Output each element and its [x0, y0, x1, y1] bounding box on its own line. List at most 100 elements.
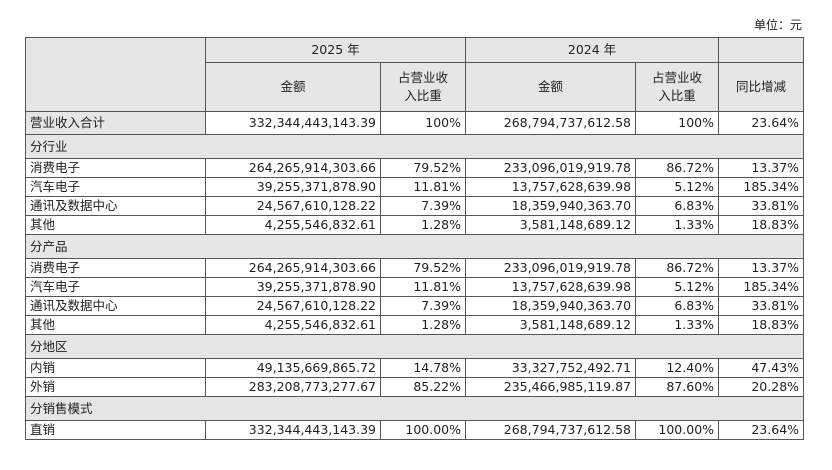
row-label: 消费电子: [25, 158, 206, 178]
cell: 86.72%: [635, 158, 720, 178]
cell: 100.00%: [635, 420, 720, 440]
cell: 100.00%: [379, 420, 467, 440]
table-body: 2025 年 2024 年金额 占营业收入比重 金额 占营业收入比重 同比增减 营业收入合计…: [24, 37, 805, 440]
year-header: 2024 年: [465, 37, 720, 63]
cell: 12.40%: [635, 358, 720, 378]
row-label: 外销: [25, 377, 206, 397]
column-header: 金额: [465, 62, 637, 112]
row-label: 其他: [25, 315, 206, 335]
cell: 23.64%: [718, 420, 805, 440]
data-row: 通讯及数据中心 24,567,610,128.22 7.39% 18,359,940,…: [25, 196, 805, 216]
cell: 18.83%: [718, 215, 805, 235]
cell: 6.83%: [635, 296, 720, 316]
column-header: 金额: [205, 62, 381, 112]
year-header: 2025 年: [204, 37, 467, 63]
cell: 23.64%: [718, 111, 805, 135]
section-title: 分地区: [24, 334, 805, 359]
cell: 13,757,628,639.98: [465, 277, 637, 297]
cell: 18,359,940,363.70: [465, 296, 637, 316]
cell: 39,255,371,878.90: [205, 177, 381, 197]
column-header-text: 占营业收入比重: [652, 70, 703, 103]
cell: 13.37%: [718, 158, 805, 178]
data-row: 消费电子 264,265,914,303.66 79.52% 233,096,019,…: [25, 258, 805, 278]
header-cell: [25, 37, 206, 112]
cell: 264,265,914,303.66: [205, 258, 381, 278]
cell: 13.37%: [718, 258, 805, 278]
data-row: 内销 49,135,669,865.72 14.78% 33,327,752,492.…: [25, 358, 805, 378]
cell: 13,757,628,639.98: [465, 177, 637, 197]
cell: 18,359,940,363.70: [465, 196, 637, 216]
cell: 24,567,610,128.22: [205, 196, 381, 216]
cell: 7.39%: [379, 196, 467, 216]
cell: 233,096,019,919.78: [465, 158, 637, 178]
data-row: 其他 4,255,546,832.61 1.28% 3,581,148,689.12 1…: [25, 315, 805, 335]
section-title: 分产品: [24, 234, 805, 259]
cell: 14.78%: [379, 358, 467, 378]
cell: 3,581,148,689.12: [465, 315, 637, 335]
cell: 79.52%: [379, 158, 467, 178]
cell: 33,327,752,492.71: [465, 358, 637, 378]
data-row: 通讯及数据中心 24,567,610,128.22 7.39% 18,359,940,…: [25, 296, 805, 316]
unit-label: 单位：元: [753, 18, 802, 32]
row-label: 通讯及数据中心: [25, 196, 206, 216]
data-row: 消费电子 264,265,914,303.66 79.52% 233,096,019,…: [25, 158, 805, 178]
column-header: 占营业收入比重: [379, 62, 467, 112]
cell: 86.72%: [635, 258, 720, 278]
section-row: 分地区: [24, 334, 805, 359]
cell: 4,255,546,832.61: [205, 215, 381, 235]
cell: 264,265,914,303.66: [205, 158, 381, 178]
cell: 6.83%: [635, 196, 720, 216]
cell: 100%: [379, 111, 467, 135]
cell: 332,344,443,143.39: [205, 420, 381, 440]
section-row: 分销售模式: [24, 396, 805, 421]
cell: 33.81%: [718, 196, 805, 216]
column-header-text: 同比增减: [736, 79, 787, 94]
revenue-table: 2025 年 2024 年金额 占营业收入比重 金额 占营业收入比重 同比增减 营业收入合计…: [24, 37, 805, 440]
row-label: 其他: [25, 215, 206, 235]
column-header: 占营业收入比重: [635, 62, 720, 112]
column-header: 同比增减: [718, 62, 805, 112]
cell: 11.81%: [379, 177, 467, 197]
data-row: 外销 283,208,773,277.67 85.22% 235,466,985,11…: [25, 377, 805, 397]
cell: 20.28%: [718, 377, 805, 397]
section-title: 分行业: [24, 134, 805, 159]
cell: 87.60%: [635, 377, 720, 397]
cell: 5.12%: [635, 177, 720, 197]
total-row: 营业收入合计 332,344,443,143.39 100% 268,794,737,…: [25, 111, 805, 135]
cell: 1.33%: [635, 215, 720, 235]
column-header-text: 金额: [538, 79, 564, 94]
cell: 4,255,546,832.61: [205, 315, 381, 335]
row-label: 营业收入合计: [25, 111, 206, 135]
cell: 185.34%: [718, 277, 805, 297]
row-label: 内销: [25, 358, 206, 378]
section-title: 分销售模式: [24, 396, 805, 421]
cell: 7.39%: [379, 296, 467, 316]
cell: 100%: [635, 111, 720, 135]
column-header-text: 占营业收入比重: [397, 70, 448, 103]
row-label: 通讯及数据中心: [25, 296, 206, 316]
row-label: 汽车电子: [25, 177, 206, 197]
data-row: 汽车电子 39,255,371,878.90 11.81% 13,757,628,63…: [25, 277, 805, 297]
cell: 283,208,773,277.67: [205, 377, 381, 397]
cell: 1.28%: [379, 315, 467, 335]
cell: 3,581,148,689.12: [465, 215, 637, 235]
row-label: 消费电子: [25, 258, 206, 278]
row-label: 直销: [25, 420, 206, 440]
header-row: 2025 年 2024 年: [25, 37, 805, 112]
cell: 11.81%: [379, 277, 467, 297]
cell: 24,567,610,128.22: [205, 296, 381, 316]
cell: 49,135,669,865.72: [205, 358, 381, 378]
section-row: 分产品: [24, 234, 805, 259]
data-row: 其他 4,255,546,832.61 1.28% 3,581,148,689.12 1…: [25, 215, 805, 235]
cell: 33.81%: [718, 296, 805, 316]
cell: 185.34%: [718, 177, 805, 197]
column-header-text: 金额: [280, 79, 306, 94]
row-label: 汽车电子: [25, 277, 206, 297]
cell: 5.12%: [635, 277, 720, 297]
data-row: 汽车电子 39,255,371,878.90 11.81% 13,757,628,63…: [25, 177, 805, 197]
cell: 85.22%: [379, 377, 467, 397]
header-row: 金额 占营业收入比重 金额 占营业收入比重 同比增减: [26, 62, 805, 112]
cell: 1.33%: [635, 315, 720, 335]
data-row: 直销 332,344,443,143.39 100.00% 268,794,737,6…: [25, 420, 805, 440]
